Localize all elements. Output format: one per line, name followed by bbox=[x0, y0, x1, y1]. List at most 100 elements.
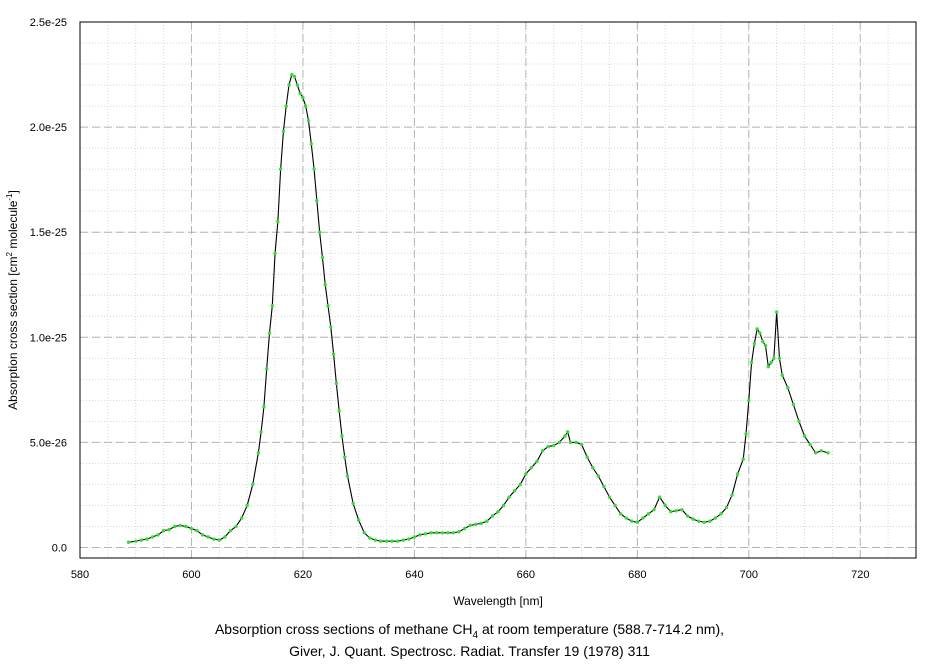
data-point bbox=[468, 523, 472, 528]
data-point bbox=[156, 533, 160, 537]
data-point bbox=[423, 532, 428, 536]
data-point bbox=[451, 531, 456, 535]
data-point bbox=[663, 503, 667, 508]
data-point bbox=[273, 251, 277, 255]
data-point bbox=[337, 409, 341, 413]
data-point bbox=[758, 331, 762, 335]
data-point bbox=[669, 510, 673, 514]
data-point bbox=[490, 514, 495, 518]
data-point bbox=[613, 503, 617, 508]
data-point bbox=[281, 129, 286, 133]
data-point bbox=[239, 516, 244, 520]
x-tick-label: 700 bbox=[740, 569, 758, 581]
data-point bbox=[479, 521, 483, 526]
data-point bbox=[501, 503, 506, 508]
data-point bbox=[826, 451, 830, 455]
data-point bbox=[245, 503, 249, 508]
data-point bbox=[134, 539, 138, 543]
data-point bbox=[708, 519, 712, 523]
data-point bbox=[685, 514, 690, 518]
data-point bbox=[786, 386, 790, 390]
data-point bbox=[585, 455, 589, 459]
data-point bbox=[320, 255, 325, 260]
data-point bbox=[462, 526, 467, 531]
data-point bbox=[568, 440, 573, 445]
data-point bbox=[329, 325, 333, 329]
x-tick-label: 640 bbox=[405, 569, 423, 581]
data-point bbox=[535, 459, 539, 464]
data-point bbox=[641, 516, 645, 520]
data-point bbox=[574, 440, 578, 445]
y-tick-label: 0.0 bbox=[52, 542, 67, 554]
data-point bbox=[284, 104, 288, 108]
data-point bbox=[769, 360, 773, 365]
data-point bbox=[702, 520, 706, 524]
data-point bbox=[524, 472, 528, 476]
data-point bbox=[540, 449, 545, 453]
data-point bbox=[591, 465, 595, 470]
series-line bbox=[128, 74, 829, 543]
data-point bbox=[317, 230, 322, 234]
data-point bbox=[362, 531, 366, 535]
data-point bbox=[607, 495, 612, 499]
data-point bbox=[150, 535, 155, 539]
data-point bbox=[401, 538, 405, 542]
y-tick-label: 1.5e-25 bbox=[30, 227, 67, 239]
data-point bbox=[744, 432, 748, 436]
data-point bbox=[295, 83, 300, 87]
data-point bbox=[496, 510, 500, 514]
data-point bbox=[507, 495, 511, 499]
data-point bbox=[777, 356, 782, 361]
data-point bbox=[189, 526, 194, 531]
data-point bbox=[351, 501, 355, 506]
data-point bbox=[730, 493, 734, 497]
data-point bbox=[596, 474, 601, 478]
data-point bbox=[267, 331, 272, 335]
data-point bbox=[373, 538, 378, 542]
data-point bbox=[212, 537, 216, 541]
x-tick-label: 600 bbox=[182, 569, 200, 581]
data-point bbox=[763, 344, 768, 348]
data-point bbox=[407, 537, 411, 541]
data-point bbox=[474, 522, 478, 527]
data-point bbox=[434, 531, 439, 535]
data-point bbox=[259, 430, 263, 434]
data-point bbox=[276, 219, 280, 224]
data-point bbox=[429, 531, 433, 535]
data-point bbox=[126, 540, 131, 544]
data-point bbox=[306, 119, 311, 123]
data-point bbox=[808, 442, 812, 447]
data-point bbox=[630, 519, 634, 523]
data-point bbox=[774, 310, 779, 314]
data-point bbox=[304, 104, 308, 108]
data-point bbox=[674, 509, 679, 513]
data-point bbox=[206, 535, 210, 539]
data-point bbox=[139, 538, 144, 542]
data-point bbox=[618, 512, 623, 516]
data-point bbox=[772, 356, 776, 361]
data-point bbox=[200, 533, 205, 537]
data-point bbox=[356, 518, 361, 522]
data-point bbox=[251, 482, 255, 487]
data-point bbox=[298, 91, 302, 96]
data-point bbox=[262, 404, 266, 409]
data-point bbox=[290, 72, 294, 77]
data-point bbox=[724, 505, 729, 510]
data-point bbox=[234, 524, 238, 529]
data-point bbox=[195, 528, 199, 533]
data-point bbox=[457, 530, 461, 534]
data-point bbox=[326, 304, 330, 308]
data-point bbox=[546, 444, 550, 449]
data-point bbox=[813, 451, 818, 455]
y-tick-label: 1.0e-25 bbox=[30, 332, 67, 344]
x-tick-label: 680 bbox=[628, 569, 646, 581]
data-point bbox=[819, 449, 823, 453]
x-tick-label: 620 bbox=[294, 569, 312, 581]
data-point bbox=[741, 457, 745, 461]
chart-caption-line-1: Absorption cross sections of methane CH4… bbox=[214, 621, 725, 641]
data-point bbox=[563, 434, 567, 438]
data-point bbox=[167, 527, 171, 532]
y-tick-label: 5.0e-26 bbox=[30, 437, 67, 449]
data-point bbox=[713, 516, 718, 520]
